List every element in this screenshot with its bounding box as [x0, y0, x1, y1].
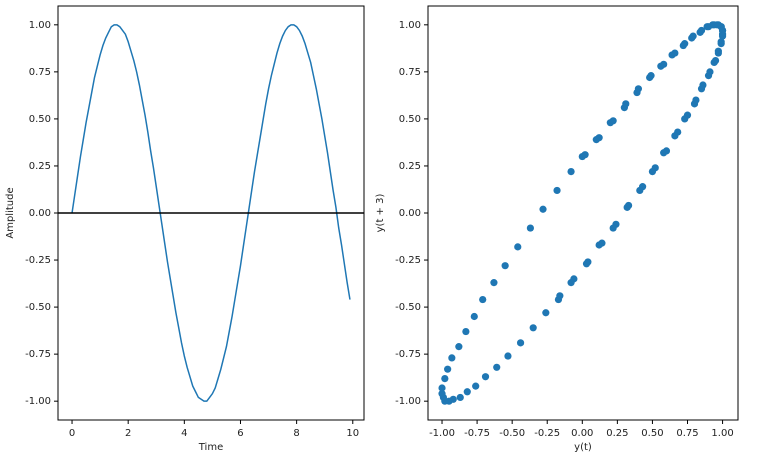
scatter-point — [697, 26, 706, 35]
y-tick-label: 0.75 — [399, 67, 421, 78]
x-tick-label: 1.00 — [711, 428, 733, 439]
y-axis-label: y(t + 3) — [375, 194, 386, 233]
subplot: 0 2 4 6 8 10 -1.00 -0.75 -0.50 -0.25 0.00 0.25 0.50 0… — [5, 5, 365, 453]
scatter-point — [717, 40, 725, 48]
scatter-point — [438, 384, 446, 392]
y-tick-label: 0.75 — [29, 67, 51, 78]
x-tick-label: 2 — [125, 428, 131, 439]
scatter-point — [636, 186, 644, 195]
subplot: -1.00 -0.75 -0.50 -0.25 0.00 0.25 0.50 0.75 1.00… — [375, 5, 739, 453]
y-tick-label: 0.50 — [29, 114, 51, 125]
scatter-point — [542, 309, 550, 317]
y-tick-label: 0.00 — [399, 208, 421, 219]
x-tick-label: 10 — [346, 428, 359, 439]
x-tick-label: -0.50 — [499, 428, 525, 439]
y-axis-label: Amplitude — [5, 187, 16, 238]
scatter-point — [660, 60, 668, 68]
scatter-point — [710, 58, 718, 67]
x-tick-label: 0 — [69, 428, 75, 439]
y-tick-label: -0.75 — [25, 349, 51, 360]
scatter-point — [704, 72, 713, 80]
scatter-point — [718, 32, 727, 40]
y-tick-label: 0.25 — [399, 161, 421, 172]
y-tick-label: -1.00 — [395, 396, 421, 407]
y-tick-label: -0.50 — [25, 302, 51, 313]
scatter-point — [671, 49, 679, 57]
scatter-point — [448, 354, 456, 362]
y-tick-label: 0.00 — [29, 208, 51, 219]
scatter-point — [704, 23, 713, 31]
scatter-point — [539, 205, 547, 213]
scatter-point — [681, 40, 689, 48]
scatter-point — [595, 241, 603, 249]
x-tick-label: -0.75 — [464, 428, 490, 439]
x-tick-label: 4 — [181, 428, 187, 439]
scatter-point — [623, 203, 631, 211]
y-tick-label: -0.50 — [395, 302, 421, 313]
scatter-point — [689, 32, 697, 40]
scatter-point — [438, 390, 446, 398]
axes-frame — [427, 5, 739, 421]
scatter-point — [526, 224, 534, 232]
x-tick-label: 8 — [293, 428, 299, 439]
scatter-point — [501, 262, 509, 270]
scatter-point — [493, 363, 501, 371]
y-tick-label: -0.75 — [395, 349, 421, 360]
scatter-point — [567, 168, 575, 176]
scatter-point — [582, 260, 591, 268]
scatter-point — [455, 343, 463, 351]
scatter-point — [697, 85, 706, 93]
scatter-point — [718, 26, 727, 35]
scatter-point — [567, 279, 575, 287]
x-axis-label: y(t) — [574, 442, 592, 453]
x-tick-label: 6 — [237, 428, 243, 439]
x-tick-label: 0.25 — [606, 428, 628, 439]
scatter-point — [581, 151, 589, 159]
scatter-point — [595, 134, 603, 142]
scatter-point — [462, 327, 470, 336]
scatter-point — [441, 375, 449, 383]
scatter-point — [660, 149, 668, 157]
scatter-point — [647, 72, 655, 80]
scatter-point — [504, 352, 512, 360]
scatter-point — [514, 243, 522, 251]
scatter-point — [648, 168, 657, 176]
scatter-point — [554, 295, 563, 304]
scatter-point — [516, 339, 525, 347]
x-tick-label: -0.25 — [534, 428, 560, 439]
y-tick-label: -0.25 — [25, 255, 51, 266]
scatter-point — [609, 224, 617, 232]
scatter-point — [472, 382, 480, 390]
scatter-point — [622, 100, 630, 108]
scatter-point — [470, 312, 478, 321]
y-tick-label: 1.00 — [399, 20, 421, 31]
y-tick-label: -1.00 — [25, 396, 51, 407]
x-tick-label: 0.50 — [641, 428, 663, 439]
scatter-point — [479, 295, 487, 304]
scatter-point — [529, 324, 537, 332]
y-tick-label: 0.25 — [29, 161, 51, 172]
scatter-point — [463, 388, 471, 396]
line-series — [71, 24, 351, 402]
scatter-point — [609, 117, 617, 125]
scatter-point — [634, 85, 643, 93]
scatter-point — [681, 115, 689, 123]
scatter-point — [456, 393, 464, 402]
x-tick-label: 0.75 — [676, 428, 698, 439]
scatter-point — [690, 100, 699, 108]
scatter-point — [714, 49, 722, 57]
scatter-point — [444, 365, 452, 373]
scatter-point — [490, 279, 498, 287]
x-tick-label: 0.00 — [571, 428, 593, 439]
x-axis-label: Time — [198, 442, 223, 453]
scatter-point — [481, 373, 490, 381]
x-tick-label: -1.00 — [429, 428, 455, 439]
y-tick-label: 0.50 — [399, 114, 421, 125]
scatter-point — [671, 132, 679, 140]
y-tick-label: -0.25 — [395, 255, 421, 266]
scatter-point — [553, 186, 561, 195]
y-tick-label: 1.00 — [29, 20, 51, 31]
